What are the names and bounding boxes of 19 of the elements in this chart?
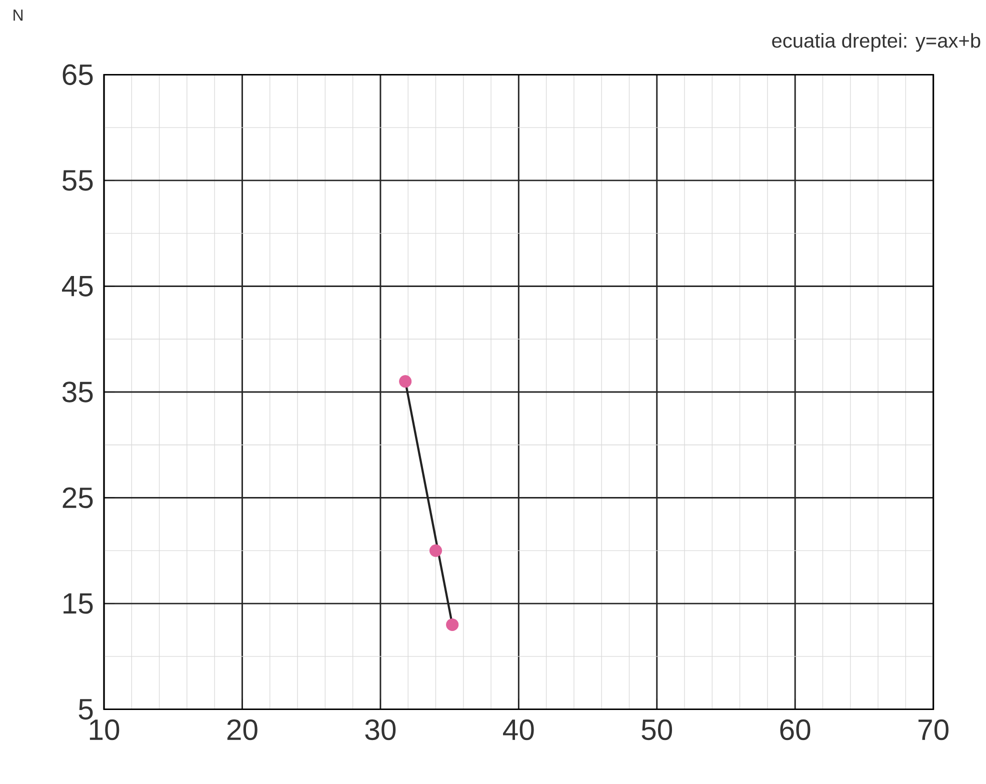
x-tick-label: 50 (642, 719, 672, 740)
y-tick-label: 15 (64, 593, 93, 614)
x-tick-label: 40 (503, 719, 534, 740)
y-tick-label: 35 (62, 382, 93, 402)
point (429, 544, 442, 557)
x-tick-label: 20 (227, 719, 258, 740)
x-tick-label: 70 (918, 719, 948, 740)
y-tick-label: 45 (62, 276, 93, 296)
x-tick-label: 60 (780, 719, 810, 740)
x-tick-label: 30 (365, 719, 396, 740)
point (446, 618, 459, 631)
point (399, 375, 412, 388)
y-tick-label: 25 (62, 487, 93, 508)
y-tick-label: 55 (62, 170, 93, 191)
text: N (14, 10, 23, 21)
x-tick-label: 10 (90, 719, 120, 740)
y-tick-label: 5 (78, 699, 93, 720)
y-tick-label: 65 (62, 64, 93, 86)
text: ecuatia dreptei: y=ax+b (772, 33, 980, 52)
